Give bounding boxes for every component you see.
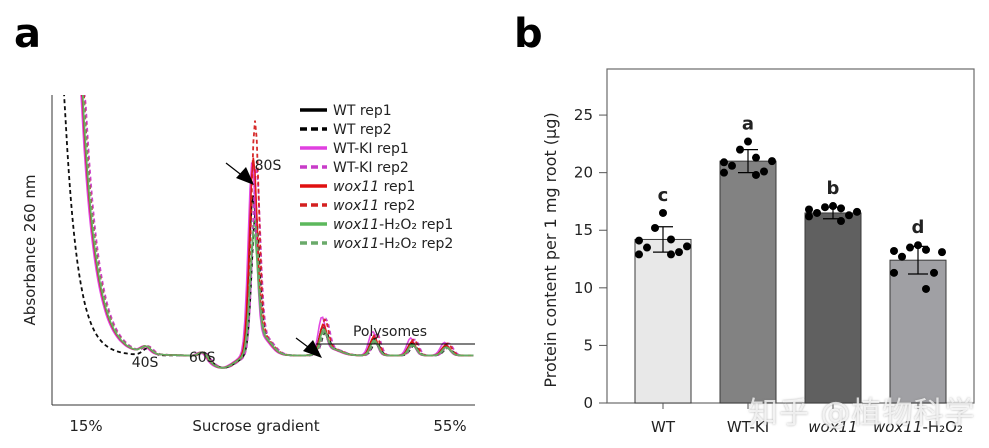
- polysome-profile-chart: 40S 60S 80S Polysomes 15% 55% Sucrose gradient…: [21, 95, 475, 435]
- data-point-2-4: [720, 158, 728, 167]
- legend-label-5: wox11 rep1: [333, 179, 415, 195]
- legend-label-1: WT rep1: [333, 103, 392, 119]
- y-axis-label: Absorbance 260 nm: [21, 175, 39, 326]
- data-point-4-3: [922, 245, 930, 254]
- data-point-4-8: [890, 268, 898, 277]
- significance-letter-1: c: [658, 185, 669, 206]
- data-point-3-9: [837, 217, 845, 226]
- data-point-3-6: [813, 208, 821, 217]
- data-point-1-1: [659, 208, 667, 217]
- y-axis-label: Protein content per 1 mg root (µg): [541, 112, 560, 387]
- y-tick-label-10: 10: [574, 279, 593, 297]
- series-line-6: [82, 95, 474, 369]
- label-60S: 60S: [189, 350, 216, 366]
- data-point-4-1: [914, 241, 922, 250]
- data-point-1-2: [651, 223, 659, 232]
- legend-label-7: wox11-H₂O₂ rep1: [333, 217, 453, 233]
- data-point-1-6: [643, 243, 651, 252]
- data-point-4-6: [898, 252, 906, 261]
- series-line-8: [82, 95, 474, 369]
- y-tick-label-5: 5: [583, 336, 593, 354]
- data-point-3-3: [837, 204, 845, 213]
- bar-4: [889, 259, 947, 404]
- significance-letter-3: b: [827, 178, 840, 199]
- x-tick-label-1: WT: [651, 418, 676, 436]
- y-tick-label-20: 20: [574, 164, 593, 182]
- data-point-4-9: [922, 284, 930, 293]
- data-point-3-8: [805, 212, 813, 221]
- data-point-2-1: [744, 137, 752, 146]
- data-point-1-5: [683, 242, 691, 251]
- legend-label-8: wox11-H₂O₂ rep2: [333, 236, 453, 252]
- x-tick-label-15: 15%: [69, 417, 102, 435]
- label-polysomes: Polysomes: [353, 324, 427, 340]
- data-point-4-7: [930, 268, 938, 277]
- bar-2: [719, 160, 777, 404]
- significance-letter-4: d: [912, 217, 925, 238]
- legend-label-2: WT rep2: [333, 122, 392, 138]
- series-group: [63, 95, 474, 369]
- data-point-2-7: [760, 167, 768, 176]
- label-40S: 40S: [132, 355, 159, 371]
- data-point-3-1: [829, 202, 837, 211]
- data-point-2-5: [768, 157, 776, 166]
- significance-letter-2: a: [742, 114, 754, 135]
- x-tick-label-55: 55%: [433, 417, 466, 435]
- data-point-2-2: [736, 145, 744, 154]
- data-point-1-8: [635, 250, 643, 259]
- y-tick-label-25: 25: [574, 106, 593, 124]
- data-point-1-9: [667, 250, 675, 259]
- data-point-3-5: [853, 207, 861, 216]
- series-line-3: [80, 95, 474, 369]
- arrow-polysomes-head: [303, 340, 322, 358]
- bar-3: [804, 212, 862, 404]
- data-point-1-7: [675, 248, 683, 257]
- y-tick-label-15: 15: [574, 221, 593, 239]
- legend-label-6: wox11 rep2: [333, 198, 415, 214]
- data-point-2-8: [720, 168, 728, 177]
- data-point-1-4: [635, 236, 643, 245]
- panel-a-label: a: [14, 11, 41, 57]
- data-point-3-4: [805, 205, 813, 214]
- watermark: 知乎 @植物科学: [748, 396, 976, 431]
- arrow-80S-head: [236, 167, 254, 185]
- y-tick-label-0: 0: [583, 394, 593, 412]
- data-point-4-5: [938, 248, 946, 257]
- bar-1: [634, 238, 692, 404]
- x-axis-label: Sucrose gradient: [192, 417, 319, 435]
- legend-label-4: WT-KI rep2: [333, 160, 409, 176]
- legend-label-3: WT-KI rep1: [333, 141, 409, 157]
- data-point-4-2: [906, 243, 914, 252]
- data-point-3-7: [845, 211, 853, 220]
- data-point-2-3: [752, 153, 760, 162]
- data-point-3-2: [821, 203, 829, 212]
- data-point-2-9: [752, 170, 760, 179]
- data-point-4-4: [890, 246, 898, 255]
- data-point-2-6: [728, 161, 736, 170]
- label-80S: 80S: [255, 158, 282, 174]
- plot-frame: [606, 68, 975, 404]
- panel-b-label: b: [514, 11, 543, 57]
- data-point-1-3: [667, 235, 675, 244]
